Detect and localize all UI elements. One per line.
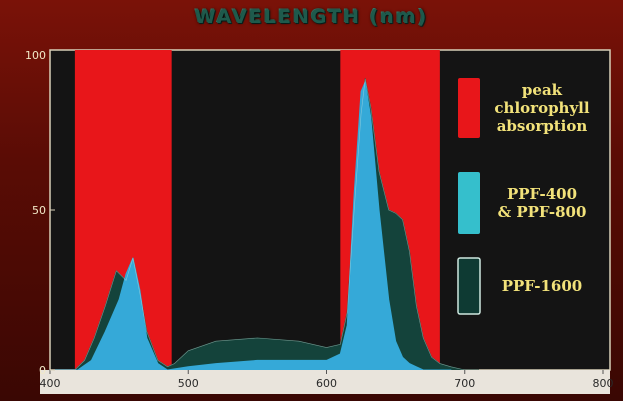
legend-label-1-line-2: chlorophyll <box>494 99 589 117</box>
legend-label-2-line-1: PPF-400 <box>507 185 577 203</box>
legend-label-3-line-1: PPF-1600 <box>502 277 583 295</box>
x-tick-label-500: 500 <box>178 377 199 390</box>
legend-label-1-line-3: absorption <box>497 117 588 135</box>
series-outline <box>50 78 479 371</box>
legend-label-1-line-1: peak <box>522 81 563 99</box>
legend-swatch-2 <box>458 172 480 234</box>
x-tick-label-600: 600 <box>316 377 337 390</box>
legend-swatch-3 <box>457 257 481 315</box>
y-tick-label-0: 0 <box>39 364 46 377</box>
x-tick-label-800: 800 <box>593 377 614 390</box>
series-area-2 <box>49 81 452 371</box>
y-tick-label-50: 50 <box>32 204 46 217</box>
chart-title: WAVELENGTH (nm) <box>194 6 429 28</box>
x-tick-label-400: 400 <box>40 377 61 390</box>
x-axis-strip <box>40 370 610 394</box>
y-tick-label-100: 100 <box>25 49 46 62</box>
legend-swatch-1 <box>458 78 480 138</box>
x-tick-label-700: 700 <box>454 377 475 390</box>
legend-label-2-line-2: & PPF-800 <box>498 203 587 221</box>
